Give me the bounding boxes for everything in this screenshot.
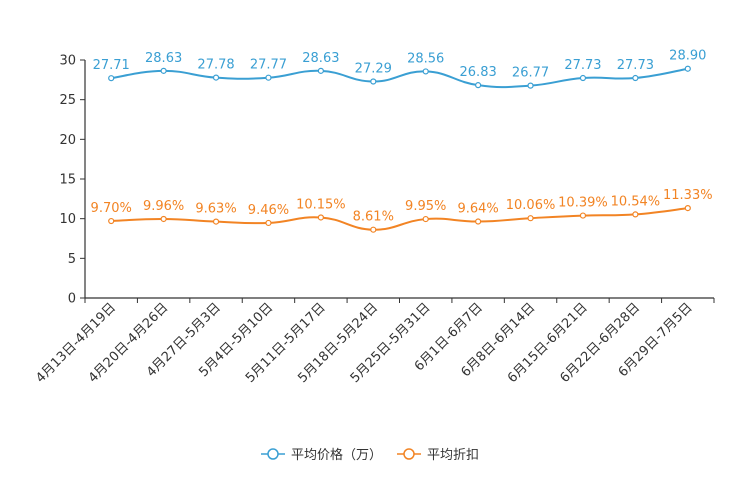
data-point[interactable] [527, 215, 534, 222]
legend-marker [403, 448, 415, 460]
data-label: 27.73 [564, 58, 601, 73]
data-point[interactable] [108, 75, 115, 82]
data-label: 10.54% [611, 194, 661, 209]
data-point[interactable] [265, 219, 272, 227]
series-line-1 [111, 67, 688, 89]
data-point[interactable] [684, 65, 691, 72]
data-label: 9.96% [143, 199, 184, 214]
series-line-2 [111, 207, 688, 231]
data-point[interactable] [579, 212, 587, 219]
data-point[interactable] [422, 68, 429, 75]
data-point[interactable] [265, 74, 272, 81]
data-label: 28.63 [145, 51, 182, 66]
data-label: 28.63 [302, 51, 339, 66]
data-label: 27.71 [93, 58, 130, 73]
data-label: 9.64% [457, 202, 498, 217]
data-label: 26.77 [512, 66, 549, 81]
data-point[interactable] [579, 74, 587, 82]
data-label: 10.15% [296, 197, 346, 212]
data-point[interactable] [632, 211, 639, 218]
y-tick-label: 30 [59, 54, 76, 69]
data-point[interactable] [160, 67, 167, 74]
data-point[interactable] [160, 215, 167, 223]
y-tick-label: 5 [68, 252, 76, 267]
data-point[interactable] [684, 205, 691, 212]
data-label: 28.90 [669, 49, 706, 64]
data-point[interactable] [422, 215, 429, 223]
data-label: 11.33% [663, 188, 713, 203]
data-point[interactable] [370, 226, 377, 233]
legend-item-discount[interactable]: 平均折扣 [427, 448, 479, 463]
data-label: 27.73 [617, 58, 654, 73]
data-label: 10.39% [558, 196, 608, 211]
data-label: 26.83 [460, 65, 497, 80]
y-tick-label: 20 [59, 133, 76, 148]
y-tick-label: 25 [59, 93, 76, 108]
legend-item-price[interactable]: 平均价格（万） [291, 447, 382, 463]
data-point[interactable] [108, 217, 115, 225]
data-label: 27.29 [355, 61, 392, 76]
data-point[interactable] [475, 218, 482, 225]
data-label: 9.95% [405, 199, 446, 214]
y-tick-label: 15 [59, 173, 76, 188]
data-label: 28.56 [407, 51, 444, 66]
data-point[interactable] [212, 218, 220, 225]
data-label: 8.61% [353, 210, 394, 225]
data-point[interactable] [527, 82, 534, 89]
data-label: 10.06% [506, 198, 556, 213]
data-point[interactable] [317, 67, 324, 74]
data-point[interactable] [317, 214, 324, 221]
data-point[interactable] [212, 74, 220, 81]
data-label: 27.78 [197, 58, 234, 73]
y-tick-label: 10 [59, 212, 76, 227]
data-label: 9.46% [248, 203, 289, 218]
data-label: 27.77 [250, 58, 287, 73]
data-point[interactable] [475, 82, 482, 89]
y-tick-label: 0 [68, 292, 76, 307]
data-point[interactable] [370, 78, 377, 85]
data-point[interactable] [632, 74, 639, 82]
data-label: 9.63% [195, 202, 236, 217]
data-label: 9.70% [91, 201, 132, 216]
legend-marker [267, 448, 279, 460]
